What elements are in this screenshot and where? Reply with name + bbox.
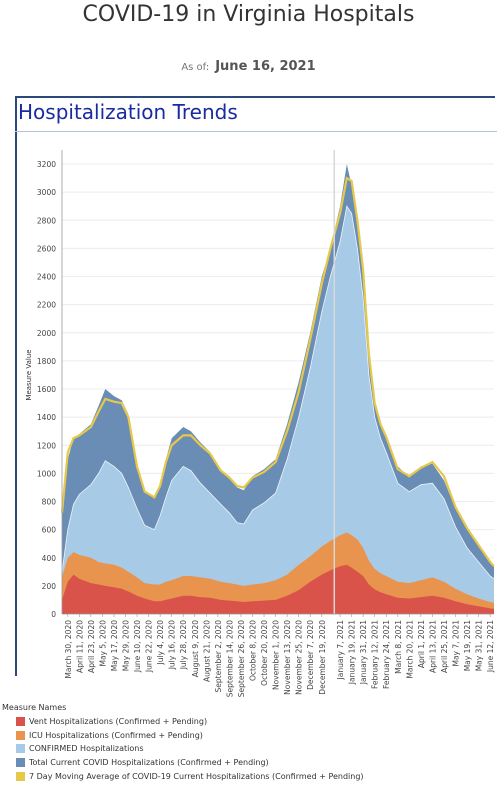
- hospitalization-chart: 0 200 400 600 800 1000 1200 1400 1600 1800 2000 220…: [25, 150, 495, 697]
- legend-label: Vent Hospitalizations (Confirmed + Pendi…: [29, 717, 208, 727]
- y-tick-label: 1400: [37, 413, 56, 422]
- x-tick-label: April 13, 2021: [428, 620, 437, 673]
- legend-item[interactable]: CONFIRMED Hospitalizations: [2, 742, 497, 756]
- panel-title: Hospitalization Trends: [18, 100, 238, 124]
- area-series-3[interactable]: [62, 532, 494, 614]
- page-title: COVID-19 in Virginia Hospitals: [82, 2, 415, 27]
- y-tick-label: 400: [42, 554, 57, 563]
- x-tick-label: November 25, 2020: [295, 620, 304, 695]
- area-series-4[interactable]: [62, 564, 494, 614]
- x-tick-label: June 12, 2021: [486, 620, 495, 673]
- moving-average-line[interactable]: [60, 176, 495, 567]
- x-tick-label: July 4, 2020: [156, 620, 165, 666]
- y-tick-label: 2200: [37, 301, 56, 310]
- x-tick-label: May 31, 2021: [475, 620, 484, 672]
- x-tick-label: May 19, 2021: [463, 620, 472, 672]
- x-tick-label: April 1, 2021: [417, 620, 426, 668]
- legend-item[interactable]: 7 Day Moving Average of COVID-19 Current…: [2, 769, 497, 783]
- y-axis: 0 200 400 600 800 1000 1200 1400 1600 1800 2000 220…: [37, 150, 63, 619]
- x-tick-label: February 24, 2021: [382, 620, 391, 689]
- x-tick-label: May 5, 2020: [98, 620, 107, 667]
- title-divider: [15, 131, 497, 132]
- x-tick-label: September 2, 2020: [214, 620, 223, 693]
- legend-swatch: [16, 771, 25, 781]
- x-tick-label: September 26, 2020: [237, 620, 246, 697]
- x-tick-label: July 28, 2020: [179, 620, 188, 670]
- x-tick-label: October 20, 2020: [260, 620, 269, 686]
- legend-item[interactable]: Vent Hospitalizations (Confirmed + Pendi…: [2, 715, 497, 729]
- y-tick-label: 2800: [37, 216, 56, 225]
- as-of-date: As of: June 16, 2021: [0, 55, 497, 74]
- y-axis-title: Measure Value: [25, 349, 33, 400]
- x-tick-label: July 16, 2020: [168, 620, 177, 670]
- legend: Measure Names Vent Hospitalizations (Con…: [2, 703, 497, 783]
- x-tick-label: November 1, 2020: [272, 620, 281, 690]
- x-tick-label: May 17, 2020: [110, 620, 119, 672]
- legend-item[interactable]: Total Current COVID Hospitalizations (Co…: [2, 756, 497, 770]
- x-tick-label: September 14, 2020: [225, 620, 234, 697]
- y-tick-label: 2600: [37, 244, 56, 253]
- y-tick-label: 1200: [37, 441, 56, 450]
- x-tick-label: March 30, 2020: [64, 620, 73, 679]
- confirmed-edge-line: [61, 205, 495, 580]
- legend-label: Total Current COVID Hospitalizations (Co…: [29, 758, 269, 768]
- y-tick-label: 1800: [37, 357, 56, 366]
- x-tick-label: December 7, 2020: [306, 620, 315, 690]
- x-tick-label: January 31, 2021: [359, 620, 368, 685]
- x-tick-label: August 21, 2020: [202, 620, 211, 682]
- x-tick-label: April 25, 2021: [440, 620, 449, 673]
- legend-swatch: [16, 744, 25, 754]
- legend-item[interactable]: ICU Hospitalizations (Confirmed + Pendin…: [2, 729, 497, 743]
- x-tick-label: April 23, 2020: [87, 620, 96, 673]
- y-tick-label: 200: [42, 582, 57, 591]
- x-tick-label: February 12, 2021: [371, 620, 380, 689]
- chart-panel: [15, 96, 495, 676]
- legend-swatch: [16, 758, 25, 768]
- y-tick-label: 1600: [37, 385, 56, 394]
- y-tick-label: 600: [42, 526, 57, 535]
- x-tick-label: June 22, 2020: [145, 620, 154, 673]
- x-axis: March 30, 2020 April 11, 2020 April 23, 20…: [62, 613, 495, 697]
- x-tick-label: August 9, 2020: [191, 620, 200, 677]
- area-series-2[interactable]: [62, 206, 494, 614]
- x-tick-label: March 20, 2021: [405, 620, 414, 679]
- x-tick-label: March 8, 2021: [394, 620, 403, 674]
- chart-lines: [60, 176, 495, 567]
- x-tick-label: October 8, 2020: [249, 620, 258, 681]
- legend-header: Measure Names: [2, 703, 67, 712]
- y-tick-label: 3000: [37, 188, 56, 197]
- y-tick-label: 2400: [37, 273, 56, 282]
- legend-label: 7 Day Moving Average of COVID-19 Current…: [29, 771, 364, 781]
- as-of-value: June 16, 2021: [215, 59, 316, 74]
- y-tick-label: 0: [51, 610, 56, 619]
- x-tick-label: May 29, 2020: [122, 620, 131, 672]
- y-tick-label: 1000: [37, 469, 56, 478]
- x-tick-label: January 7, 2021: [336, 620, 345, 681]
- legend-swatch: [16, 717, 25, 727]
- legend-swatch: [16, 730, 25, 740]
- y-tick-label: 800: [42, 498, 57, 507]
- x-tick-label: May 7, 2021: [452, 620, 461, 667]
- x-tick-label: April 11, 2020: [75, 620, 84, 673]
- x-tick-label: January 19, 2021: [348, 620, 357, 685]
- chart-areas: [61, 164, 495, 614]
- as-of-label: As of:: [181, 62, 210, 73]
- legend-label: ICU Hospitalizations (Confirmed + Pendin…: [29, 730, 203, 740]
- y-tick-label: 3200: [37, 160, 56, 169]
- x-tick-label: June 10, 2020: [133, 620, 142, 673]
- legend-label: CONFIRMED Hospitalizations: [29, 744, 144, 754]
- x-tick-label: December 19, 2020: [318, 620, 327, 695]
- x-tick-label: November 13, 2020: [283, 620, 292, 695]
- y-tick-label: 2000: [37, 329, 56, 338]
